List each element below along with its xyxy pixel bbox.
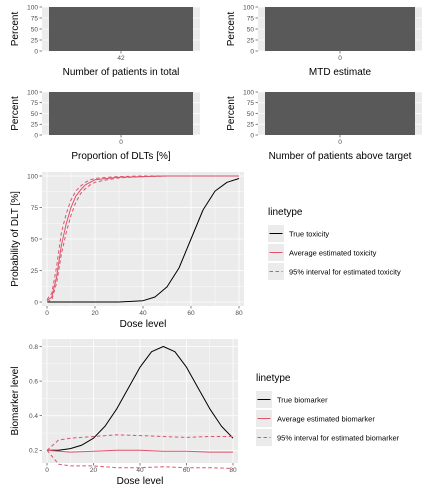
y-tick-label: 25 [247,37,255,44]
legend-title: linetype [268,207,303,218]
x-tick-label: 80 [235,310,243,317]
y-tick-label: 50 [31,111,39,118]
y-axis-title: Percent [226,96,237,131]
x-tick-label: 20 [90,467,98,474]
x-axis-title: Number of patients in total [63,67,180,78]
y-tick-label: 100 [243,4,254,11]
y-tick-label: 100 [27,173,38,180]
x-tick-label: 60 [187,310,195,317]
y-tick-label: 75 [31,15,39,22]
y-tick-label: 0 [34,48,38,55]
y-axis-title: Percent [226,12,237,47]
legend-label: True biomarker [277,396,328,405]
y-tick-label: 100 [27,89,38,96]
legend-label: 95% interval for estimated biomarker [277,434,400,443]
x-tick-label: 0 [45,467,49,474]
y-tick-label: 75 [31,205,39,212]
y-tick-label: 0.8 [29,344,38,351]
y-tick-label: 25 [247,122,255,129]
y-tick-label: 50 [247,111,255,118]
y-tick-label: 0 [34,132,38,139]
x-tick-label: 0 [338,139,342,146]
x-axis-title: Proportion of DLTs [%] [71,151,171,162]
x-axis-title: Number of patients above target [269,151,412,162]
x-tick-label: 0 [45,310,49,317]
series-line [46,449,233,453]
legend-label: True toxicity [289,230,329,239]
interval-series-line [46,434,233,451]
y-tick-label: 100 [243,89,254,96]
x-axis-title: MTD estimate [309,67,372,78]
y-tick-label: 75 [31,100,39,107]
series-line [47,178,240,303]
interval-series-line [46,175,239,303]
interval-series-line [46,449,234,469]
y-tick-label: 25 [31,122,39,129]
y-tick-label: 50 [247,26,255,33]
y-tick-label: 25 [31,37,39,44]
x-tick-label: 80 [229,467,237,474]
bar [265,7,415,51]
y-tick-label: 0 [34,299,38,306]
series-line [47,346,234,451]
y-tick-label: 0 [250,132,254,139]
x-axis-title: Dose level [120,319,167,330]
y-axis-title: Probability of DLT [%] [10,191,21,287]
y-axis-title: Percent [10,96,21,131]
y-tick-label: 50 [31,26,39,33]
y-tick-label: 25 [31,268,39,275]
x-tick-label: 20 [91,310,99,317]
x-tick-label: 0 [338,55,342,62]
bar [265,92,415,135]
bar [49,92,193,135]
y-axis-title: Biomarker level [10,367,21,436]
y-tick-label: 100 [27,4,38,11]
legend-label: Average estimated biomarker [277,415,375,424]
x-tick-label: 0 [119,139,123,146]
legend-label: 95% interval for estimated toxicity [289,268,401,277]
y-tick-label: 75 [247,100,255,107]
x-tick-label: 40 [139,310,147,317]
bar [49,7,193,51]
y-tick-label: 50 [31,236,39,243]
y-tick-label: 0.2 [29,448,38,455]
x-tick-label: 40 [136,467,144,474]
x-axis-title: Dose level [117,476,164,487]
x-tick-label: 42 [117,55,125,62]
y-axis-title: Percent [10,12,21,47]
y-tick-label: 0.6 [29,378,38,385]
y-tick-label: 0 [250,48,254,55]
y-tick-label: 0.4 [29,413,38,420]
legend-label: Average estimated toxicity [289,249,377,258]
legend-title: linetype [256,373,291,384]
x-tick-label: 60 [183,467,191,474]
y-tick-label: 75 [247,15,255,22]
